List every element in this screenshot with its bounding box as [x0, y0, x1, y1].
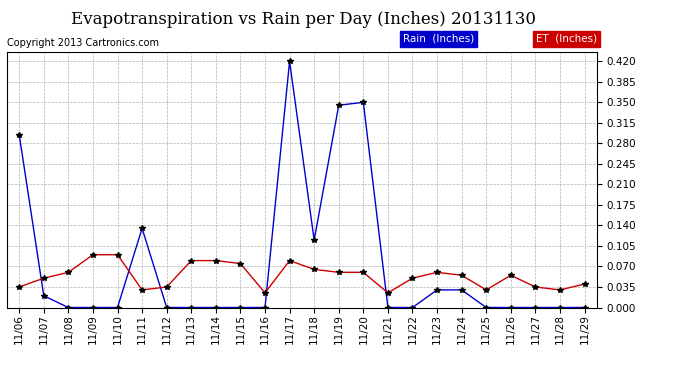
Text: Evapotranspiration vs Rain per Day (Inches) 20131130: Evapotranspiration vs Rain per Day (Inch…	[71, 11, 536, 28]
Text: ET  (Inches): ET (Inches)	[535, 34, 597, 44]
Text: Rain  (Inches): Rain (Inches)	[403, 34, 474, 44]
Text: Copyright 2013 Cartronics.com: Copyright 2013 Cartronics.com	[7, 38, 159, 48]
